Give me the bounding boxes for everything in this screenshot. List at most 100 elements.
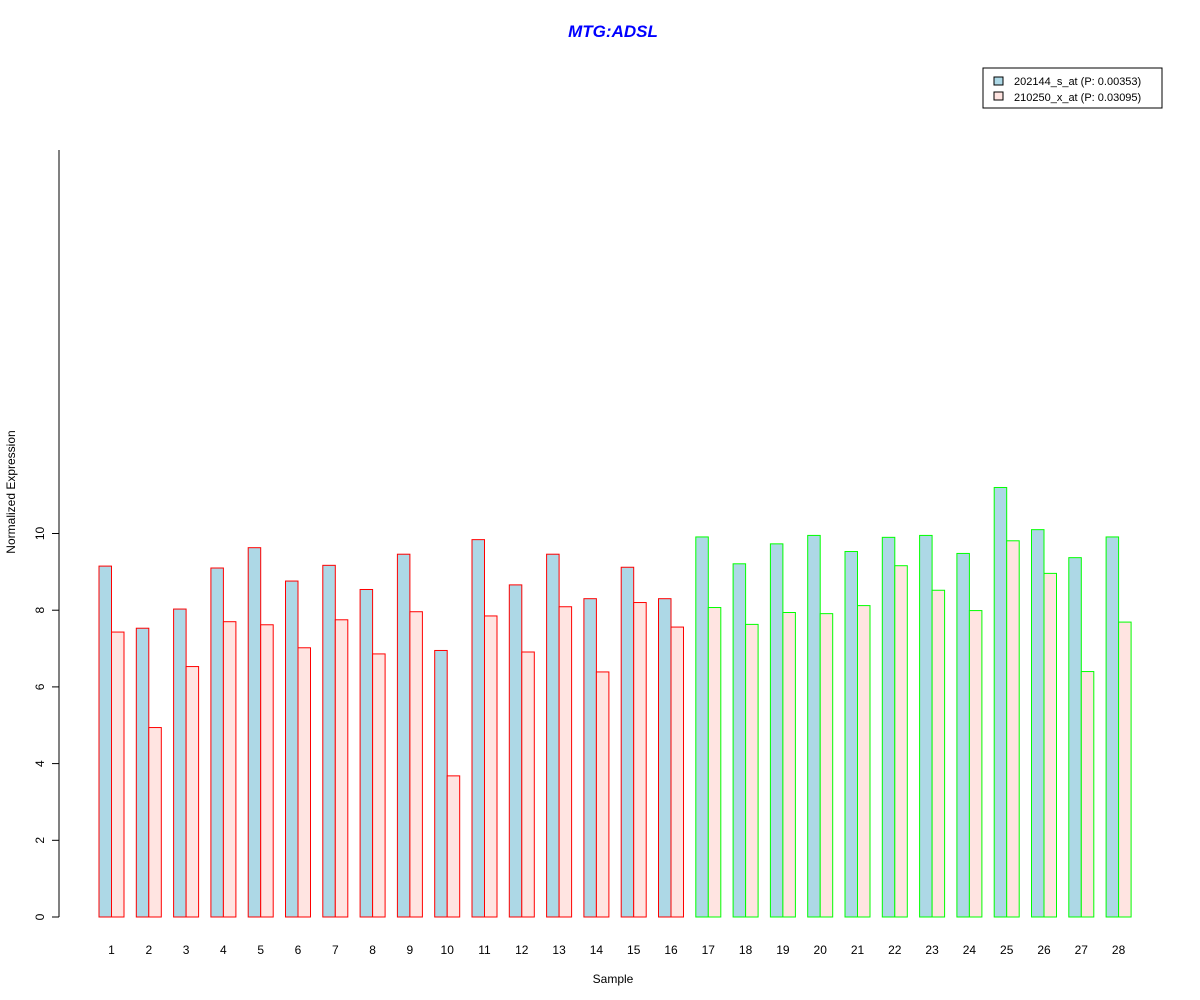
bar-sample-3-series-2: [185, 666, 200, 918]
bar-sample-2-series-2: [148, 727, 162, 918]
x-tick-label: 28: [1112, 943, 1126, 957]
x-tick-label: 14: [590, 943, 604, 957]
x-tick-label: 1: [108, 943, 115, 957]
bar-sample-14-series-2: [595, 671, 610, 918]
x-tick-label: 19: [776, 943, 790, 957]
x-axis-title: Sample: [593, 972, 634, 986]
y-tick-label: 10: [33, 527, 47, 541]
x-tick-label: 17: [702, 943, 716, 957]
bar-sample-21-series-2: [857, 605, 871, 918]
bar-sample-27-series-1: [1068, 557, 1082, 918]
bar-sample-15-series-2: [633, 602, 647, 918]
y-tick-label: 4: [33, 760, 47, 767]
bar-sample-10-series-2: [446, 775, 461, 918]
bar-sample-9-series-2: [409, 611, 423, 918]
bar-sample-21-series-1: [844, 551, 858, 918]
x-tick-label: 4: [220, 943, 227, 957]
bar-sample-24-series-1: [956, 552, 970, 918]
bar-sample-26-series-1: [1031, 529, 1045, 918]
bar-sample-28-series-2: [1118, 621, 1132, 918]
bar-sample-25-series-1: [993, 486, 1008, 918]
x-tick-label: 27: [1075, 943, 1089, 957]
x-tick-label: 18: [739, 943, 753, 957]
bar-sample-11-series-1: [471, 539, 485, 918]
y-tick-label: 2: [33, 837, 47, 844]
legend-swatch-2: [993, 91, 1004, 101]
bar-sample-19-series-1: [769, 543, 784, 918]
bar-sample-24-series-2: [968, 610, 983, 918]
x-tick-label: 23: [925, 943, 939, 957]
x-tick-label: 22: [888, 943, 902, 957]
legend-label-1: 202144_s_at (P: 0.00353): [1014, 76, 1141, 88]
bar-sample-7-series-2: [334, 619, 349, 918]
bar-sample-2-series-1: [135, 627, 150, 918]
x-tick-label: 26: [1037, 943, 1051, 957]
bar-sample-16-series-2: [670, 626, 684, 918]
bar-sample-22-series-2: [894, 565, 908, 918]
bar-sample-10-series-1: [434, 649, 448, 918]
x-tick-label: 21: [851, 943, 865, 957]
legend: 202144_s_at (P: 0.00353) 210250_x_at (P:…: [982, 67, 1163, 109]
bar-sample-5-series-2: [260, 624, 274, 918]
y-tick-label: 0: [33, 913, 47, 920]
y-axis-title: Normalized Expression: [4, 430, 18, 553]
bar-sample-8-series-1: [359, 588, 374, 918]
x-tick-label: 16: [664, 943, 678, 957]
x-tick-label: 25: [1000, 943, 1014, 957]
x-tick-label: 11: [478, 943, 491, 957]
bars-group: [98, 486, 1132, 918]
x-tick-label: 3: [183, 943, 190, 957]
x-tick-label: 13: [552, 943, 566, 957]
legend-swatch-1: [993, 76, 1004, 86]
bar-sample-22-series-1: [881, 536, 896, 918]
bar-sample-17-series-1: [695, 536, 709, 918]
chart-title: MTG:ADSL: [568, 22, 658, 41]
bar-sample-16-series-1: [658, 598, 672, 918]
y-tick-label: 8: [33, 607, 47, 614]
bar-sample-18-series-2: [745, 623, 759, 918]
y-tick-label: 6: [33, 683, 47, 690]
bar-sample-9-series-1: [396, 553, 411, 918]
x-tick-label: 7: [332, 943, 339, 957]
bar-sample-7-series-1: [322, 564, 336, 918]
bar-sample-5-series-1: [247, 547, 262, 918]
bar-sample-15-series-1: [620, 566, 635, 918]
y-axis: 0 2 4 6 8 10: [33, 150, 60, 920]
bar-sample-28-series-1: [1105, 536, 1120, 918]
bar-sample-23-series-2: [931, 589, 946, 918]
bar-sample-27-series-2: [1080, 671, 1095, 918]
x-tick-labels: 1 2 3 4 5 6 7 8 9 10 11 12 13 14 15 16 17 18 19 20 21 22 23 24 2…: [108, 943, 1125, 957]
bar-sample-12-series-1: [508, 584, 523, 918]
bar-sample-13-series-1: [546, 553, 560, 918]
bar-sample-13-series-2: [558, 606, 573, 918]
bar-sample-17-series-2: [707, 607, 722, 918]
x-tick-label: 24: [963, 943, 977, 957]
bar-sample-23-series-1: [919, 534, 933, 918]
bar-sample-1-series-2: [111, 631, 125, 918]
bar-sample-4-series-2: [222, 621, 237, 918]
bar-sample-14-series-1: [583, 598, 597, 918]
x-tick-label: 12: [515, 943, 529, 957]
bar-sample-11-series-2: [484, 615, 498, 918]
x-tick-label: 10: [441, 943, 455, 957]
x-tick-label: 9: [407, 943, 414, 957]
legend-label-2: 210250_x_at (P: 0.03095): [1014, 92, 1141, 104]
x-tick-label: 8: [369, 943, 376, 957]
bar-sample-25-series-2: [1006, 540, 1020, 918]
bar-sample-4-series-1: [210, 567, 224, 918]
bar-sample-3-series-1: [173, 608, 187, 918]
bar-sample-20-series-2: [819, 613, 834, 918]
x-tick-label: 20: [814, 943, 828, 957]
bar-sample-20-series-1: [807, 534, 821, 918]
legend-box: [982, 67, 1163, 109]
bar-sample-18-series-1: [732, 563, 747, 918]
x-tick-label: 2: [145, 943, 152, 957]
bar-sample-6-series-2: [297, 647, 311, 918]
bar-sample-12-series-2: [521, 651, 535, 918]
bar-sample-6-series-1: [285, 580, 299, 918]
bar-sample-1-series-1: [98, 565, 112, 918]
bar-sample-19-series-2: [782, 612, 796, 918]
bar-sample-8-series-2: [372, 653, 386, 918]
x-tick-label: 5: [257, 943, 264, 957]
